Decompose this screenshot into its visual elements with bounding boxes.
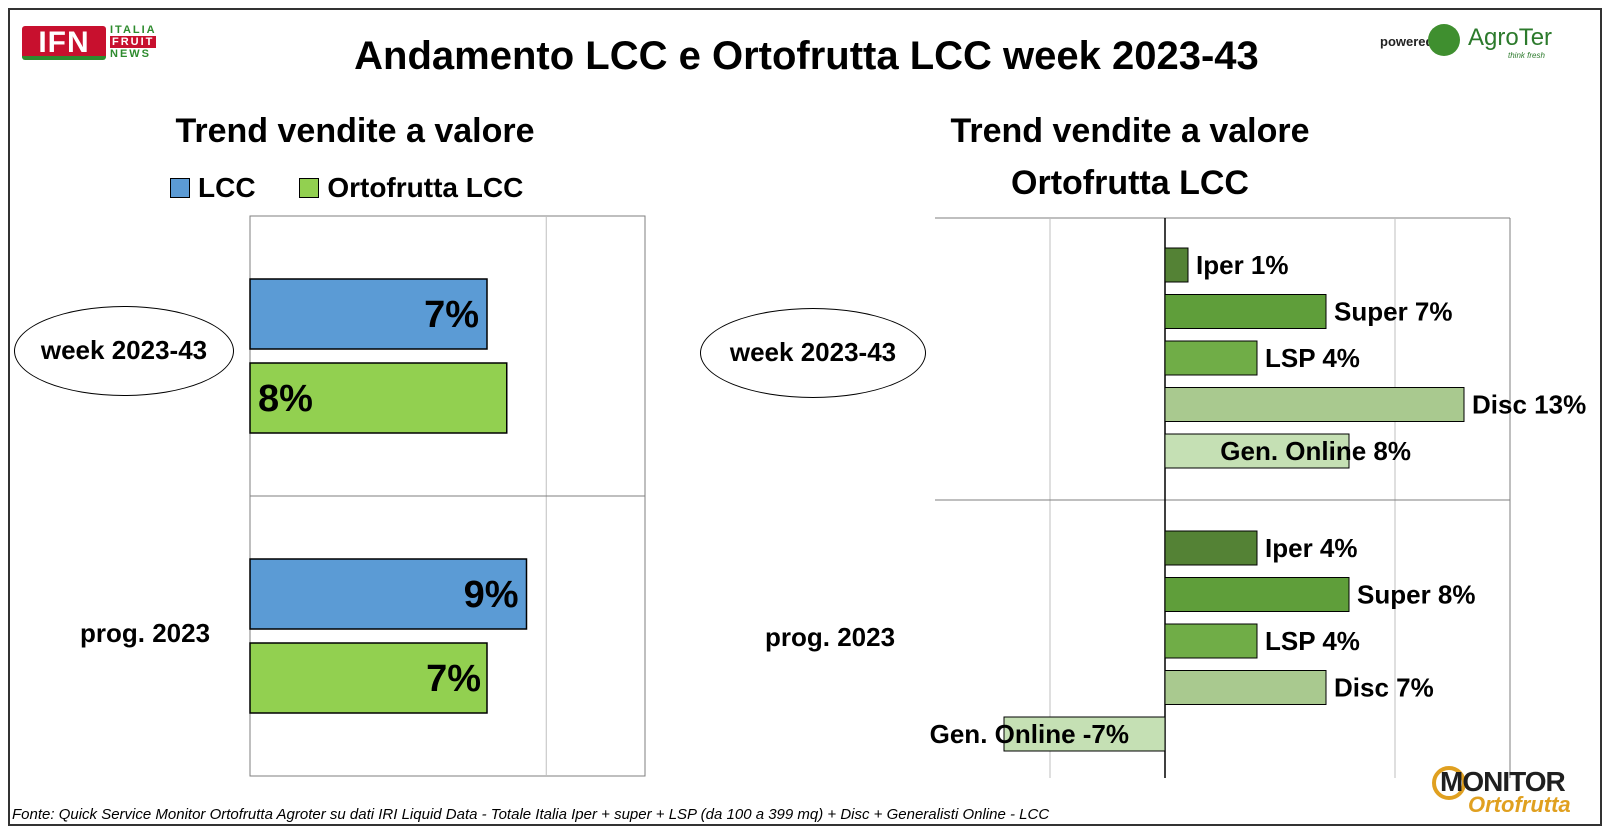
data-label: 9%: [464, 574, 519, 616]
bar: [1003, 716, 1166, 752]
right-category-prog: prog. 2023: [765, 622, 896, 652]
left-category-prog: prog. 2023: [80, 618, 211, 648]
right-chart-title-line2: Ortofrutta LCC: [1011, 164, 1249, 202]
legend-swatch-ortofrutta: [299, 177, 320, 198]
agroter-tagline: think fresh: [1508, 51, 1545, 60]
data-label: Iper 4%: [1265, 533, 1358, 563]
left-chart-legend: LCC Ortofrutta LCC: [170, 172, 559, 204]
ifn-logo: IFN ITALIA FRUIT NEWS: [22, 24, 162, 64]
bar: [1164, 530, 1258, 566]
bar: [1164, 623, 1258, 659]
monitor-logo-sub: Ortofrutta: [1468, 792, 1571, 817]
agroter-leaf-icon: [1428, 24, 1460, 56]
bar: [1164, 670, 1327, 705]
data-label: Iper 1%: [1196, 250, 1289, 280]
bar: [1164, 294, 1327, 329]
data-label: Super 7%: [1334, 297, 1453, 327]
data-label: LSP 4%: [1265, 343, 1360, 373]
data-label: 8%: [258, 378, 313, 420]
right-chart-title-line1: Trend vendite a valore: [950, 112, 1310, 150]
bar: [1164, 247, 1189, 283]
data-label: LSP 4%: [1265, 626, 1360, 656]
legend-label-lcc: LCC: [198, 172, 256, 203]
bar: [1164, 577, 1350, 612]
data-label: 7%: [426, 658, 481, 700]
legend-item-lcc: LCC: [170, 172, 256, 204]
bar: [249, 558, 528, 630]
left-category-week: week 2023-43: [14, 306, 234, 396]
legend-label-ortofrutta: Ortofrutta LCC: [327, 172, 524, 203]
data-label: Gen. Online 8%: [1220, 436, 1411, 466]
magnifier-icon: [1432, 766, 1466, 800]
ifn-word-1: ITALIA: [110, 24, 157, 36]
bar: [1164, 433, 1350, 469]
ifn-logo-mark: IFN: [22, 26, 106, 60]
bar: [1164, 387, 1465, 422]
data-label: Disc 7%: [1334, 673, 1434, 703]
page-title: Andamento LCC e Ortofrutta LCC week 2023…: [354, 34, 1259, 78]
ifn-word-3: NEWS: [110, 48, 151, 60]
left-chart-title: Trend vendite a valore: [175, 112, 535, 150]
data-label: Disc 13%: [1472, 390, 1586, 420]
agroter-logo-name: AgroTer: [1468, 24, 1553, 51]
slide-frame: [8, 8, 1602, 826]
bar: [249, 362, 508, 434]
data-label: Gen. Online -7%: [930, 719, 1129, 749]
data-label: Super 8%: [1357, 580, 1476, 610]
legend-swatch-lcc: [170, 177, 190, 198]
ifn-logo-words: ITALIA FRUIT NEWS: [110, 24, 157, 60]
right-category-week: week 2023-43: [700, 308, 926, 398]
ifn-word-2: FRUIT: [110, 36, 157, 48]
source-note: Fonte: Quick Service Monitor Ortofrutta …: [12, 806, 1050, 823]
bar: [249, 642, 488, 714]
legend-item-ortofrutta: Ortofrutta LCC: [299, 172, 523, 204]
monitor-logo-word: MONITOR: [1440, 766, 1566, 797]
data-label: 7%: [424, 294, 479, 336]
bar: [249, 278, 488, 350]
bar: [1164, 340, 1258, 376]
